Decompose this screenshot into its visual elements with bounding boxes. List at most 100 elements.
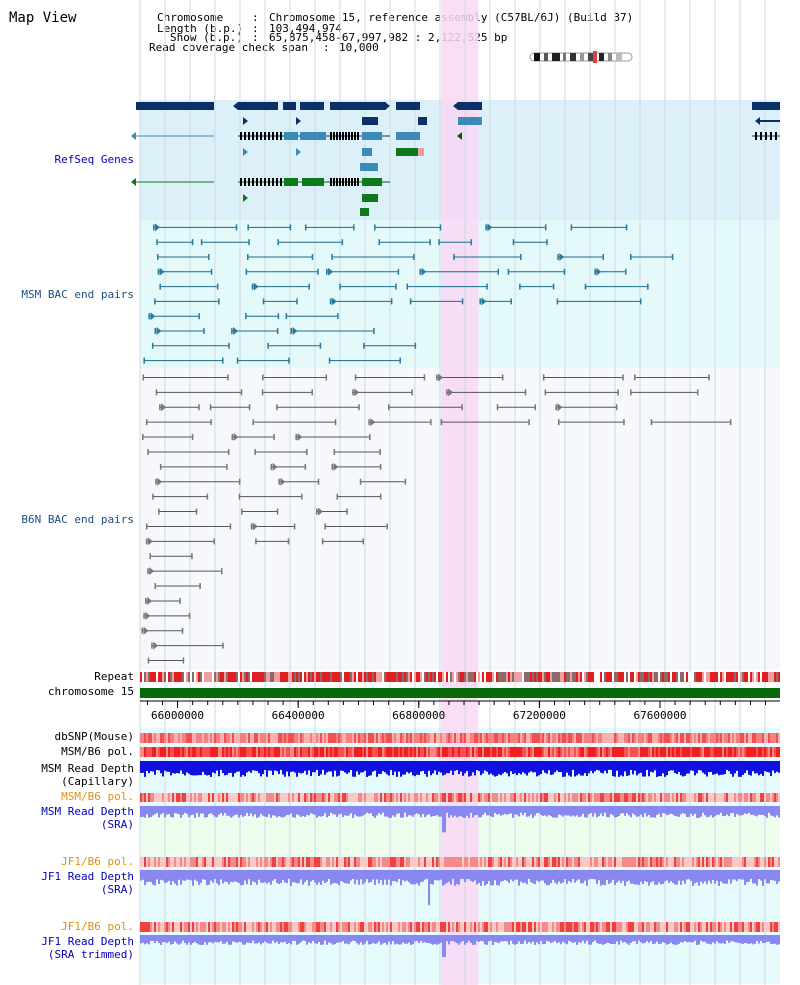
depth-bar <box>198 935 200 945</box>
heat-cell <box>208 857 210 867</box>
heat-cell <box>468 793 470 802</box>
depth-bar <box>628 935 630 945</box>
heat-cell <box>434 793 436 802</box>
depth-bar <box>306 761 308 775</box>
depth-bar <box>778 761 780 773</box>
depth-bar <box>460 870 462 880</box>
depth-bar <box>696 761 698 774</box>
bac-end <box>147 568 149 575</box>
bac-end <box>324 523 326 530</box>
depth-bar <box>750 806 752 815</box>
heat-cell <box>186 857 188 867</box>
depth-bar <box>666 761 668 776</box>
repeat-element <box>420 672 422 682</box>
bac-end <box>558 419 560 426</box>
heat-cell <box>350 922 352 932</box>
heat-cell <box>476 733 478 743</box>
heat-cell <box>762 733 764 743</box>
depth-bar <box>242 806 244 817</box>
depth-bar <box>216 761 218 771</box>
heat-cell <box>410 793 412 802</box>
depth-bar <box>414 761 416 777</box>
depth-bar <box>358 806 360 817</box>
repeat-element <box>436 672 438 682</box>
heat-cell <box>356 733 358 743</box>
depth-bar <box>314 935 316 944</box>
depth-bar <box>504 870 506 881</box>
heat-cell <box>276 747 278 757</box>
heat-cell <box>260 857 262 867</box>
depth-bar <box>318 761 320 776</box>
heat-cell <box>286 793 288 802</box>
heat-cell <box>200 857 202 867</box>
heat-cell <box>280 733 282 743</box>
repeat-element <box>552 672 554 682</box>
heat-cell <box>684 922 686 932</box>
bac-end <box>235 224 238 231</box>
bac-end <box>154 298 156 305</box>
heat-cell <box>674 747 676 757</box>
jf1-b6-pol-label: JF1/B6 pol. <box>61 855 134 868</box>
depth-bar <box>584 806 586 818</box>
repeat-element <box>326 672 328 682</box>
heat-cell <box>240 733 242 743</box>
heat-cell <box>730 922 732 932</box>
repeat-element <box>406 672 408 682</box>
heat-cell <box>244 793 246 802</box>
heat-cell <box>416 793 418 802</box>
heat-cell <box>156 733 158 743</box>
show-sep: : <box>252 31 266 44</box>
heat-cell <box>338 747 340 757</box>
depth-bar <box>530 935 532 944</box>
depth-bar <box>218 806 220 815</box>
refseq-genes-track[interactable] <box>131 102 780 216</box>
heat-cell <box>574 733 576 743</box>
heat-cell <box>174 733 176 743</box>
depth-bar <box>370 761 372 776</box>
depth-bar <box>450 870 452 885</box>
heat-cell <box>686 733 688 743</box>
heat-cell <box>146 733 148 743</box>
depth-bar <box>526 806 528 817</box>
depth-bar <box>282 935 284 943</box>
repeat-element <box>260 672 262 682</box>
heat-cell <box>144 922 146 932</box>
msm-bac-end-pairs-track[interactable] <box>143 223 674 364</box>
depth-bar <box>636 761 638 776</box>
heat-cell <box>140 922 142 932</box>
heat-cell <box>684 747 686 757</box>
heat-cell <box>410 922 412 932</box>
depth-bar <box>342 806 344 817</box>
heat-cell <box>502 793 504 802</box>
repeat-element <box>376 672 378 682</box>
depth-bar <box>660 806 662 818</box>
depth-bar <box>612 806 614 816</box>
depth-bar <box>470 870 472 881</box>
heat-cell <box>340 922 342 932</box>
heat-cell <box>414 793 416 802</box>
heat-cell <box>524 793 526 802</box>
repeat-element <box>158 672 160 682</box>
depth-bar <box>478 806 480 818</box>
chromosome-ideogram[interactable] <box>529 51 633 63</box>
heat-cell <box>456 857 458 867</box>
bac-end <box>369 434 371 441</box>
depth-bar <box>612 761 614 777</box>
depth-bar <box>554 806 556 818</box>
depth-bar <box>468 870 470 879</box>
repeat-element <box>438 672 440 682</box>
heat-cell <box>706 733 708 743</box>
heat-cell <box>438 922 440 932</box>
depth-bar <box>274 870 276 880</box>
heat-cell <box>480 733 482 743</box>
bac-end <box>248 239 250 246</box>
depth-bar <box>446 806 448 813</box>
tick-label: 67200000 <box>513 709 566 722</box>
b6n-bac-end-pairs-track[interactable] <box>141 373 732 664</box>
heat-cell <box>684 857 686 867</box>
heat-cell <box>550 793 552 802</box>
heat-cell <box>586 793 588 802</box>
heat-cell <box>208 922 210 932</box>
tick-label: 66400000 <box>272 709 325 722</box>
